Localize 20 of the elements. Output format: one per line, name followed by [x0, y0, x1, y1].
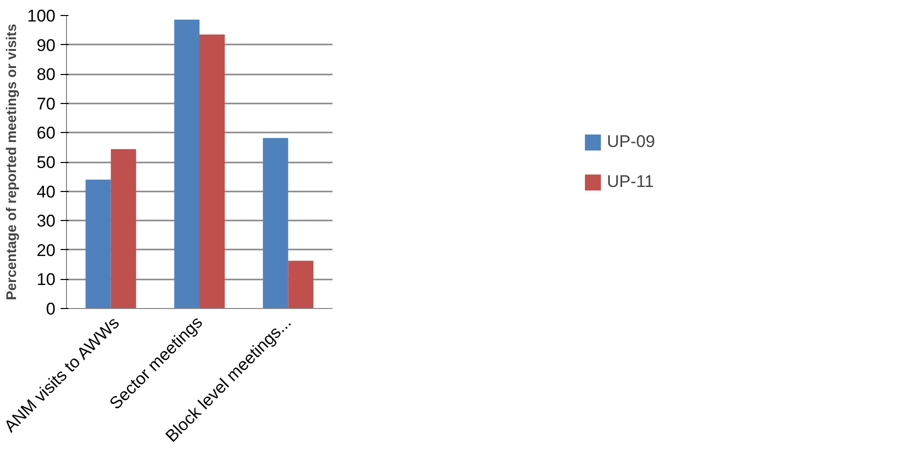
bar [174, 20, 200, 308]
y-tick-label: 50 [36, 153, 56, 172]
y-axis-title: Percentage of reported meetings or visits [3, 24, 20, 300]
y-tick-label: 80 [36, 65, 56, 84]
y-tick-label: 20 [36, 240, 56, 260]
bar [200, 34, 225, 308]
bar [262, 138, 288, 308]
y-tick-label: 100 [27, 6, 56, 26]
legend-label: UP-11 [606, 172, 654, 192]
y-tick-label: 30 [36, 212, 56, 231]
y-tick-label: 70 [36, 94, 56, 114]
y-tick-label: 0 [46, 300, 56, 318]
bar [110, 149, 136, 308]
legend-label: UP-09 [606, 132, 656, 152]
y-tick-label: 60 [36, 124, 56, 143]
y-tick-label: 90 [36, 36, 56, 55]
bar [86, 180, 111, 308]
bar [288, 260, 314, 308]
y-tick-label: 40 [36, 182, 56, 202]
y-tick-label: 10 [36, 270, 56, 290]
